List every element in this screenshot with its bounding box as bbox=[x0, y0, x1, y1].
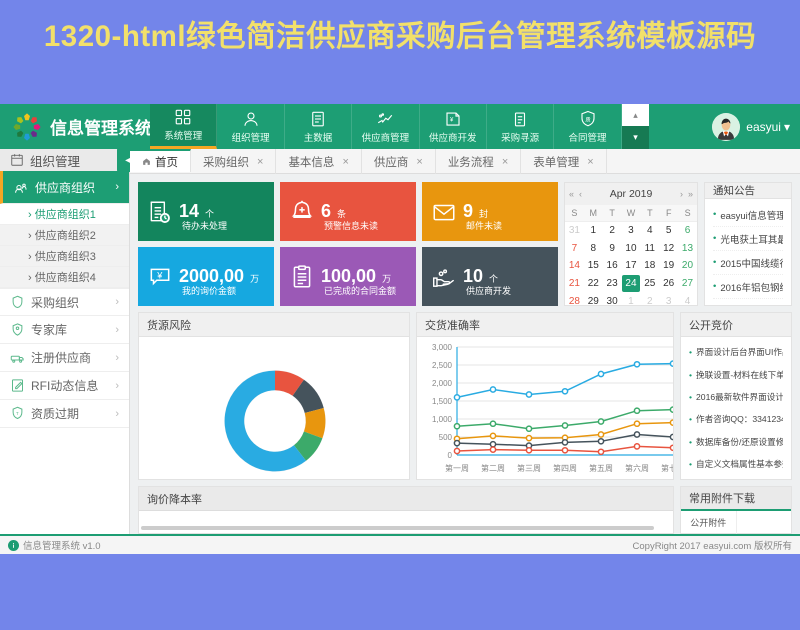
svg-text:0: 0 bbox=[448, 451, 453, 460]
svg-text:第二周: 第二周 bbox=[481, 463, 505, 473]
svg-text:第一周: 第一周 bbox=[445, 463, 469, 473]
svg-text:第六周: 第六周 bbox=[625, 463, 649, 473]
svg-text:500: 500 bbox=[439, 433, 453, 442]
svg-text:T: T bbox=[16, 411, 19, 416]
svg-text:¥: ¥ bbox=[156, 270, 163, 280]
svg-text:¥: ¥ bbox=[450, 117, 454, 123]
svg-text:第五周: 第五周 bbox=[589, 463, 613, 473]
svg-text:2,500: 2,500 bbox=[432, 361, 453, 370]
svg-text:1,000: 1,000 bbox=[432, 415, 453, 424]
svg-text:2,000: 2,000 bbox=[432, 379, 453, 388]
svg-text:第三周: 第三周 bbox=[517, 463, 541, 473]
svg-text:3,000: 3,000 bbox=[432, 343, 453, 352]
svg-text:第四周: 第四周 bbox=[553, 463, 577, 473]
svg-text:质: 质 bbox=[585, 115, 590, 123]
svg-text:1,500: 1,500 bbox=[432, 397, 453, 406]
svg-text:第七周: 第七周 bbox=[661, 463, 674, 473]
